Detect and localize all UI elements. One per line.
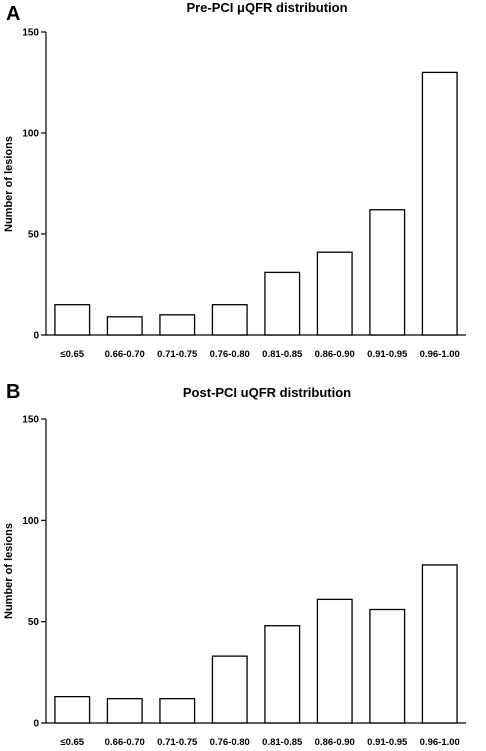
bars-b	[54, 564, 458, 724]
chart-panel-a: A Pre-PCI μQFR distribution Number of le…	[3, 0, 466, 360]
bar-a-8	[421, 71, 458, 336]
y-ticks-a: 0 50 100 150	[22, 28, 46, 342]
bar-b-6	[316, 598, 353, 724]
x-tick-label: 0.81-0.85	[262, 349, 303, 360]
bar-b-5	[264, 625, 301, 724]
x-tick-label: 0.91-0.95	[367, 349, 408, 360]
x-tick-label: 0.76-0.80	[210, 349, 250, 360]
x-tick-label: 0.96-1.00	[420, 737, 460, 748]
x-tick-label: ≤0.65	[60, 737, 84, 748]
y-tick-label: 150	[22, 28, 39, 39]
chart-title-a: Pre-PCI μQFR distribution	[186, 0, 347, 15]
bar-a-7	[369, 209, 406, 336]
bar-a-6	[316, 251, 353, 336]
bar-a-2	[106, 316, 143, 336]
chart-title-b: Post-PCI uQFR distribution	[183, 385, 351, 400]
x-tick-labels-b: ≤0.65 0.66-0.70 0.71-0.75 0.76-0.80 0.81-0.8…	[60, 737, 459, 748]
y-tick-label: 0	[33, 719, 39, 730]
bar-b-7	[369, 608, 406, 724]
x-tick-label: 0.66-0.70	[105, 737, 145, 748]
chart-panel-b: B Post-PCI uQFR distribution Number of l…	[3, 381, 466, 748]
y-tick-label: 100	[22, 516, 39, 527]
x-tick-label: 0.86-0.90	[315, 349, 355, 360]
y-axis-label-a: Number of lesions	[3, 136, 15, 232]
y-tick-label: 100	[22, 129, 39, 140]
bars-a	[54, 71, 458, 336]
y-tick-label: 50	[28, 617, 40, 628]
panel-letter-a: A	[6, 3, 20, 25]
bar-b-8	[421, 564, 458, 724]
x-tick-label: 0.86-0.90	[315, 737, 355, 748]
y-axis-label-b: Number of lesions	[3, 523, 15, 619]
x-tick-label: 0.76-0.80	[210, 737, 250, 748]
x-tick-label: ≤0.65	[60, 349, 84, 360]
x-tick-label: 0.96-1.00	[420, 349, 460, 360]
y-tick-label: 150	[22, 415, 39, 426]
x-tick-labels-a: ≤0.65 0.66-0.70 0.71-0.75 0.76-0.80 0.81-0.8…	[60, 349, 459, 360]
bar-a-3	[159, 314, 196, 336]
y-tick-label: 0	[33, 331, 39, 342]
x-tick-label: 0.71-0.75	[157, 349, 198, 360]
bar-a-5	[264, 271, 301, 336]
x-tick-label: 0.66-0.70	[105, 349, 145, 360]
panel-letter-b: B	[6, 381, 20, 403]
bar-a-1	[54, 304, 91, 336]
y-ticks-b: 0 50 100 150	[22, 415, 46, 730]
x-tick-label: 0.81-0.85	[262, 737, 303, 748]
bar-b-1	[54, 696, 91, 724]
bar-a-4	[211, 304, 248, 336]
x-tick-label: 0.91-0.95	[367, 737, 408, 748]
bar-b-2	[106, 698, 143, 724]
x-tick-label: 0.71-0.75	[157, 737, 198, 748]
bar-b-3	[159, 698, 196, 724]
bar-b-4	[211, 655, 248, 724]
y-tick-label: 50	[28, 230, 40, 241]
